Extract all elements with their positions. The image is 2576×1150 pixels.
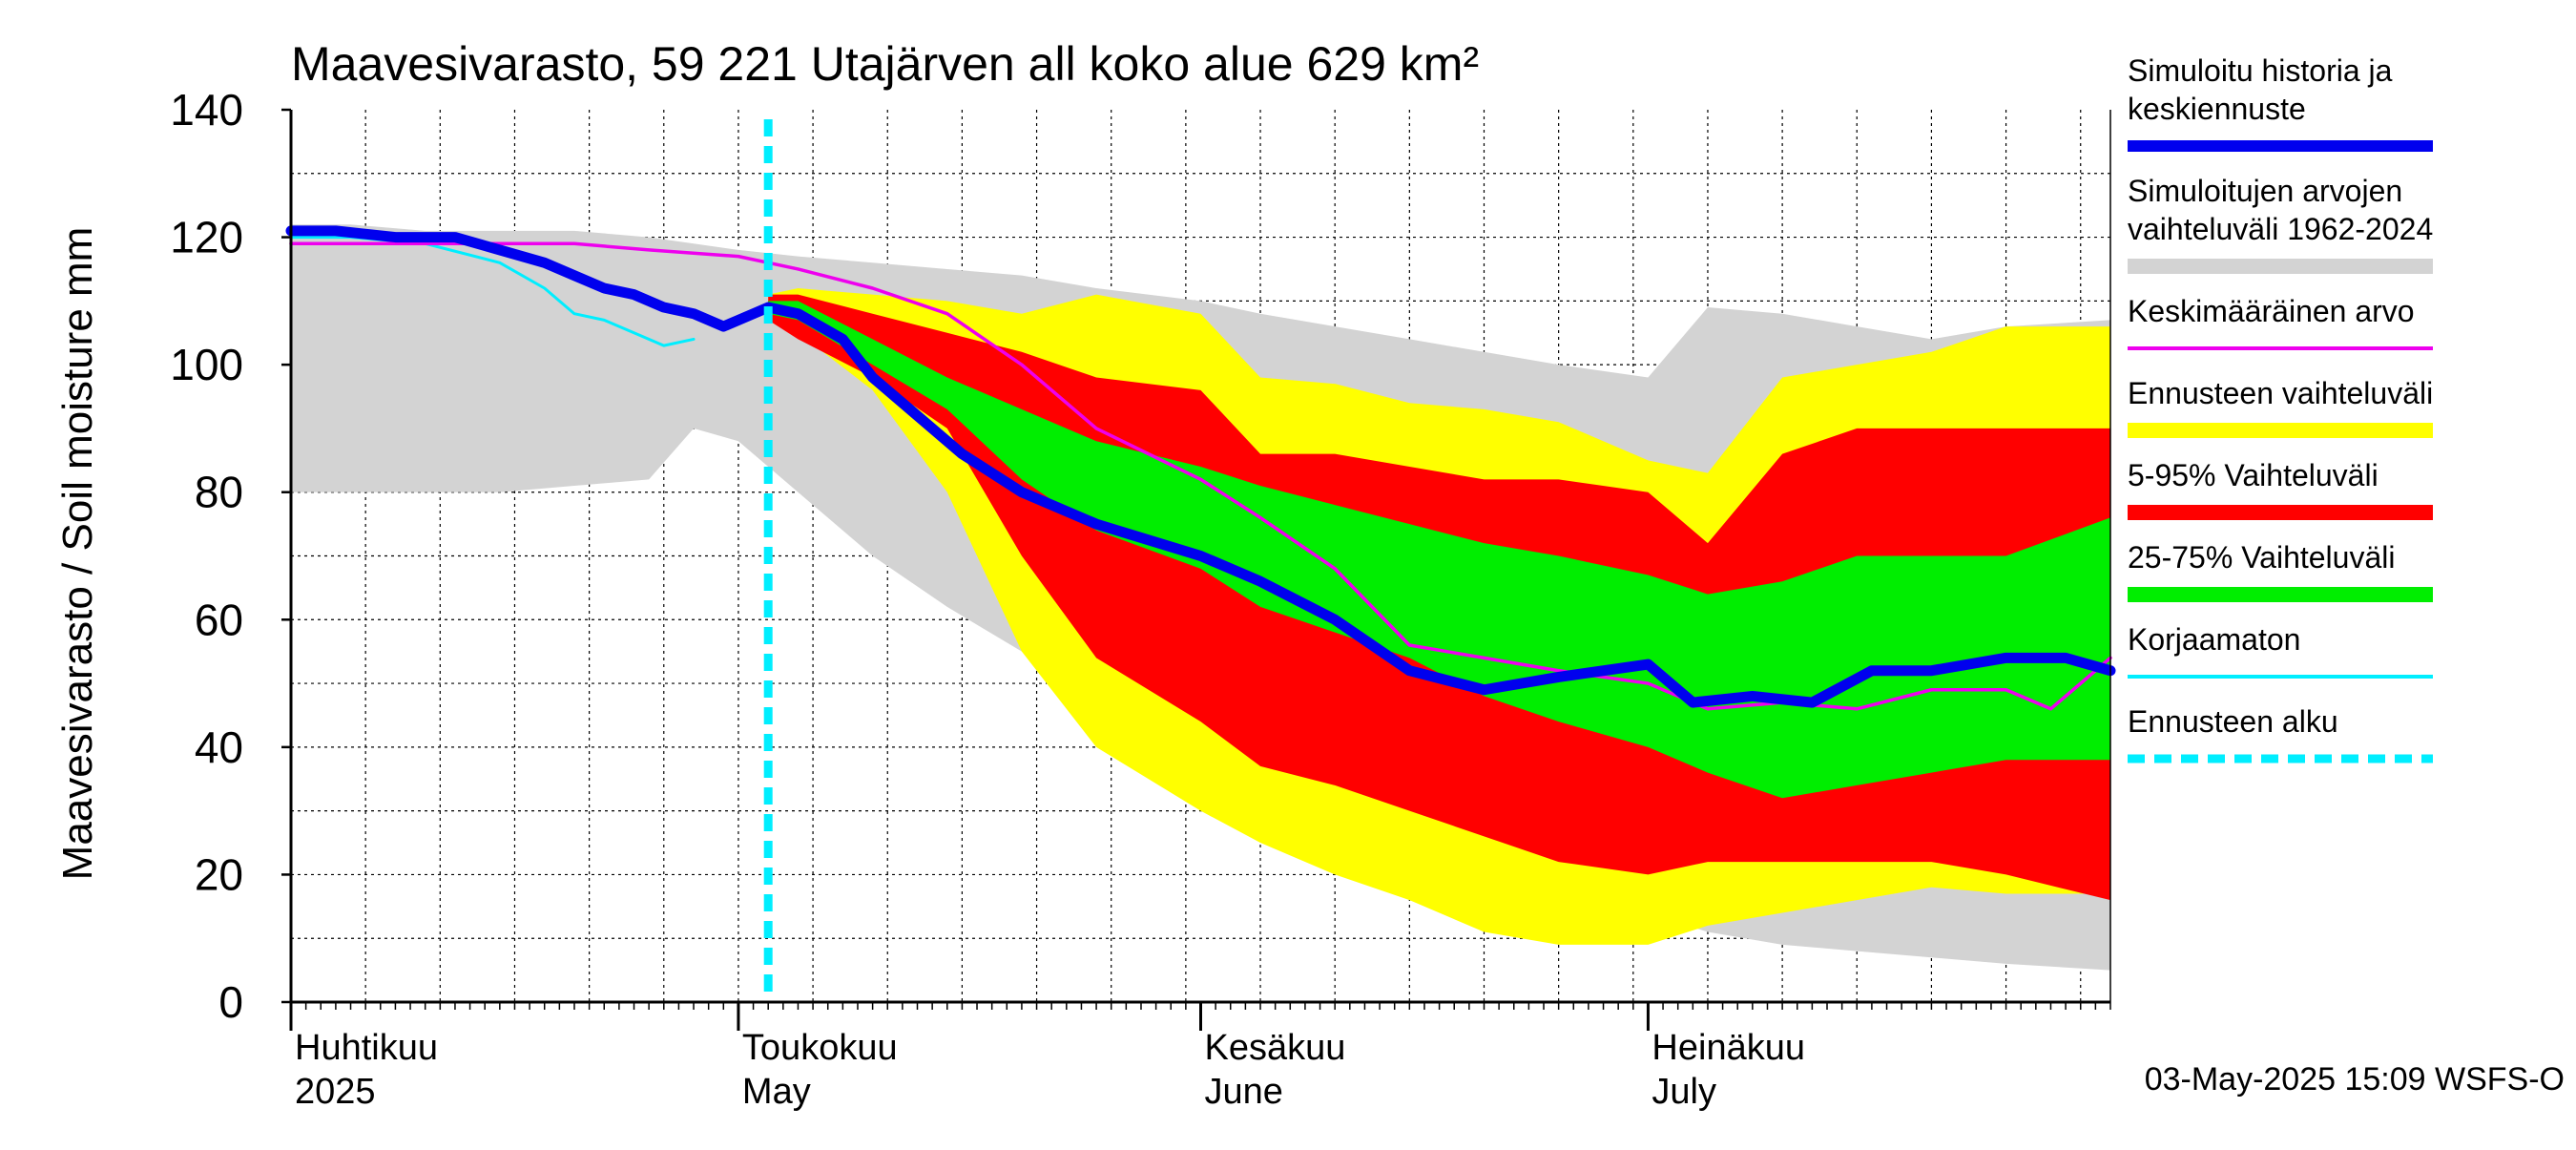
line-mean [289, 241, 2112, 711]
y-axis-label: Maavesivarasto / Soil moisture mm [54, 227, 101, 881]
x-month-sublabel: July [1652, 1072, 1716, 1112]
legend-label: 25-75% Vaihteluväli [2128, 540, 2395, 575]
x-month-sublabel: May [742, 1072, 811, 1112]
legend-label: vaihteluväli 1962-2024 [2128, 212, 2433, 246]
series-lines [285, 119, 2116, 1002]
legend-label: Ennusteen alku [2128, 704, 2338, 739]
timestamp: 03-May-2025 15:09 WSFS-O [2145, 1061, 2565, 1098]
legend-label: Ennusteen vaihteluväli [2128, 376, 2433, 410]
y-tick-label: 0 [218, 977, 243, 1027]
bands [291, 224, 2110, 971]
legend-label: Simuloitujen arvojen [2128, 174, 2402, 208]
y-tick-label: 120 [170, 213, 243, 262]
x-month-label: Toukokuu [742, 1028, 898, 1068]
legend-swatch-p5_95 [2128, 505, 2433, 520]
y-tick-label: 40 [195, 722, 243, 772]
y-tick-label: 20 [195, 849, 243, 899]
x-month-label: Huhtikuu [295, 1028, 438, 1068]
legend-label: Keskimääräinen arvo [2128, 294, 2415, 328]
legend-swatch-forecast_range [2128, 423, 2433, 438]
band-p25_75 [768, 301, 2110, 799]
y-tick-label: 100 [170, 340, 243, 389]
x-month-sublabel: June [1205, 1072, 1283, 1112]
legend-label: keskiennuste [2128, 92, 2306, 126]
legend-label: Simuloitu historia ja [2128, 53, 2393, 88]
legend-label: Korjaamaton [2128, 622, 2300, 657]
y-tick-label: 140 [170, 85, 243, 135]
legend: Simuloitu historia ja keskiennuste Simuloi… [2128, 53, 2433, 763]
y-tick-label: 60 [195, 595, 243, 644]
x-month-sublabel: 2025 [295, 1072, 376, 1112]
line-simulated [285, 225, 2116, 708]
legend-label: 5-95% Vaihteluväli [2128, 458, 2379, 492]
x-month-label: Heinäkuu [1652, 1028, 1805, 1068]
legend-swatch-p25_75 [2128, 587, 2433, 602]
chart-title: Maavesivarasto, 59 221 Utajärven all kok… [291, 37, 1479, 91]
y-tick-label: 80 [195, 468, 243, 517]
x-month-label: Kesäkuu [1205, 1028, 1346, 1068]
legend-swatch-history_range [2128, 259, 2433, 274]
